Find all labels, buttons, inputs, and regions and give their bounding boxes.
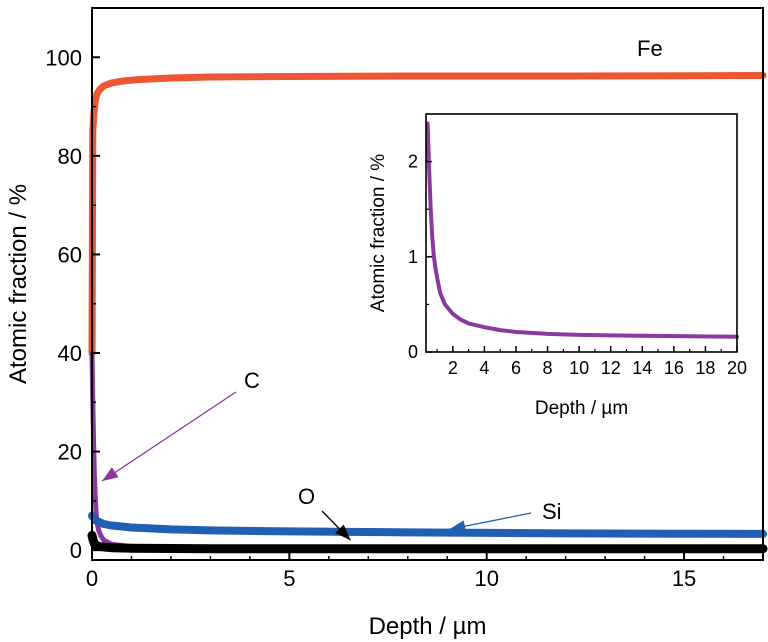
arrowhead-o <box>335 524 351 541</box>
x-tick-label: 5 <box>283 566 295 591</box>
label-si: Si <box>542 499 562 524</box>
inset-background <box>426 114 737 352</box>
y-tick-label: 40 <box>58 341 82 366</box>
annotation-layer: Fe C O Si <box>101 36 663 541</box>
y-tick-label: 60 <box>58 242 82 267</box>
arrow-c <box>101 391 237 482</box>
inset-x-tick-label: 14 <box>632 358 652 378</box>
main-x-axis-title: Depth / µm <box>369 613 487 640</box>
y-tick-label: 80 <box>58 144 82 169</box>
inset-series-line-c <box>425 121 739 339</box>
inset-y-tick-label: 0 <box>408 342 418 362</box>
arrowhead-si <box>449 520 466 533</box>
inset-series-layer <box>425 121 739 339</box>
series-line-c <box>89 350 766 552</box>
inset-x-tick-label: 6 <box>511 358 521 378</box>
label-fe: Fe <box>637 36 663 61</box>
main-y-axis: 0 20 40 60 80 100 <box>45 45 100 563</box>
main-x-axis: 0 5 10 15 <box>86 552 764 591</box>
label-o: O <box>298 484 315 509</box>
series-line-o <box>87 530 768 554</box>
x-tick-label: 10 <box>474 566 498 591</box>
inset-x-tick-label: 16 <box>664 358 684 378</box>
series-line-si <box>88 511 767 538</box>
inset-plot: 2 4 6 8 10 12 14 16 18 20 012 Depth / µm Atomic f… <box>368 113 747 419</box>
inset-x-tick-label: 8 <box>543 358 553 378</box>
inset-y-tick-label: 1 <box>408 247 418 267</box>
inset-x-tick-label: 20 <box>727 358 747 378</box>
inset-y-axis-title: Atomic fraction / % <box>368 154 389 312</box>
x-tick-label: 15 <box>672 566 696 591</box>
inset-x-tick-label: 2 <box>448 358 458 378</box>
inset-x-axis-title: Depth / µm <box>535 398 628 419</box>
arrowhead-c <box>101 467 119 482</box>
y-tick-label: 100 <box>45 45 82 70</box>
main-y-axis-title: Atomic fraction / % <box>5 184 32 384</box>
inset-x-tick-label: 4 <box>479 358 489 378</box>
main-plot-frame <box>91 7 764 561</box>
y-tick-label: 20 <box>58 440 82 465</box>
inset-y-tick-label: 2 <box>408 152 418 172</box>
inset-x-tick-label: 10 <box>569 358 589 378</box>
inset-plot-frame <box>425 113 738 353</box>
inset-x-tick-label: 12 <box>601 358 621 378</box>
inset-y-axis: 0 1 2 <box>408 152 432 362</box>
inset-x-axis: 2 4 6 8 10 12 14 16 18 20 <box>436 346 747 378</box>
inset-x-tick-label: 18 <box>695 358 715 378</box>
y-tick-label: 0 <box>70 538 82 563</box>
label-c: C <box>244 368 260 393</box>
x-tick-label: 0 <box>86 566 98 591</box>
